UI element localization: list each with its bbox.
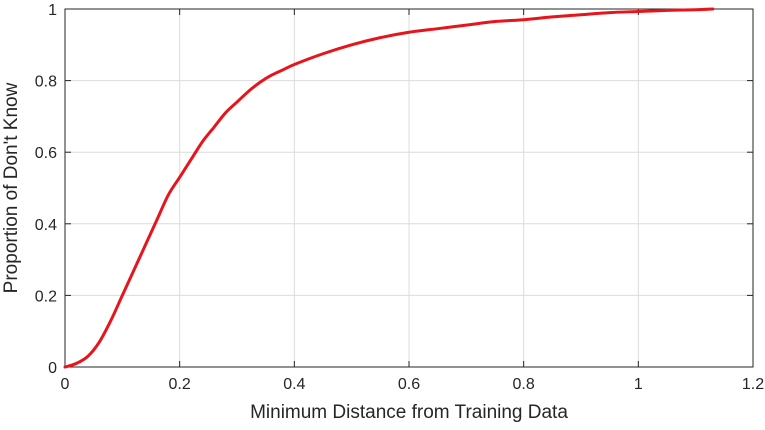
x-tick-label: 1 [634,376,643,393]
series-line [63,7,715,369]
y-axis-label: Proportion of Don't Know [1,82,22,293]
axis-ticks: 0 0.2 0.4 0.6 0.8 1 1.2 0 0.2 0.4 0.6 0.8 1 [35,2,764,393]
y-tick-label: 1 [48,2,57,19]
x-tick-label: 1.2 [742,376,764,393]
x-tick-label: 0.4 [283,376,305,393]
x-axis-label: Minimum Distance from Training Data [250,402,568,423]
series-layer [63,7,715,369]
y-tick-label: 0.4 [35,217,57,234]
x-tick-label: 0.8 [513,376,535,393]
y-tick-label: 0.8 [35,74,57,91]
y-tick-label: 0.6 [35,145,57,162]
grid [65,9,753,367]
x-tick-label: 0.6 [398,376,420,393]
x-tick-label: 0.2 [169,376,191,393]
y-tick-label: 0 [48,360,57,377]
y-tick-label: 0.2 [35,288,57,305]
x-tick-label: 0 [61,376,70,393]
